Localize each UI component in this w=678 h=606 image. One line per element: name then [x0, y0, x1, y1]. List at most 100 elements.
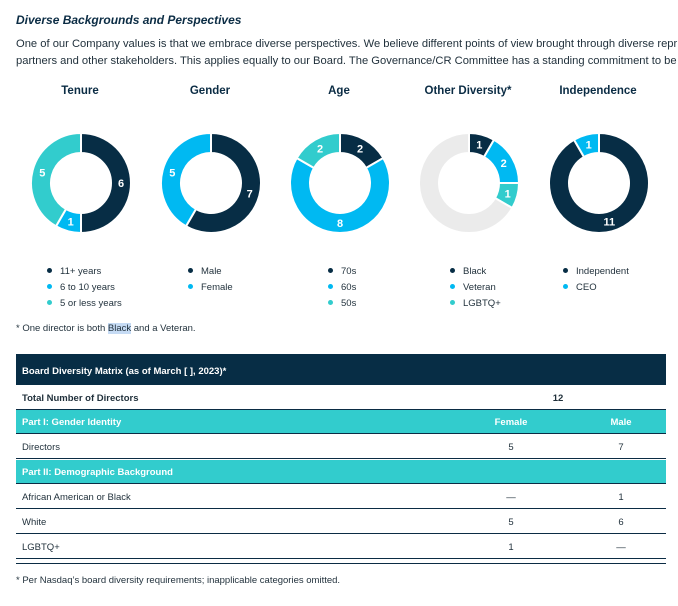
legend-item: 5 or less years	[47, 297, 122, 313]
legend-dot-icon	[47, 267, 52, 273]
donut-value-label: 2	[357, 143, 363, 155]
legend-item: Independent	[563, 265, 629, 281]
legend-dot-icon	[188, 267, 193, 273]
legend-dot-icon	[47, 299, 52, 305]
legend-label: CEO	[576, 282, 597, 293]
note-prefix: * One director is both	[16, 323, 108, 334]
donut-value-label: 7	[247, 188, 253, 200]
donut-slice-female	[160, 131, 212, 228]
donut-slice-11-years	[80, 131, 132, 235]
legend-label: Independent	[576, 266, 629, 277]
donut-value-label: 8	[337, 218, 343, 230]
table-bottom-rule	[16, 563, 666, 564]
donut-slice-60s	[289, 156, 391, 234]
donut-value-label: 1	[586, 139, 592, 151]
donut-value-label: 2	[317, 143, 323, 155]
gender-legend: Male Female	[188, 265, 233, 297]
gender-donut-chart: 75	[160, 131, 262, 234]
legend-dot-icon	[563, 267, 568, 273]
legend-dot-icon	[188, 283, 193, 289]
part1-label: Part I: Gender Identity	[22, 417, 122, 428]
section-heading: Diverse Backgrounds and Perspectives	[16, 13, 242, 27]
legend-label: Black	[463, 266, 487, 277]
intro-line-1: One of our Company values is that we emb…	[16, 38, 678, 50]
donut-slice-5-or-less-years	[30, 131, 82, 228]
row-female: —	[506, 492, 516, 503]
directors-male: 7	[618, 442, 624, 453]
legend-dot-icon	[47, 283, 52, 289]
legend-item: Male	[188, 265, 233, 281]
row-male: —	[616, 542, 626, 553]
table-row: African American or Black — 1	[16, 485, 666, 509]
directors-female: 5	[508, 442, 514, 453]
legend-item: 70s	[328, 265, 356, 281]
legend-dot-icon	[328, 299, 333, 305]
donut-slice-independent	[548, 131, 650, 234]
female-column-header: Female	[494, 417, 528, 428]
row-label: African American or Black	[22, 492, 131, 503]
part2-label: Part II: Demographic Background	[22, 467, 173, 478]
intro-text: One of our Company values is that we emb…	[16, 36, 678, 70]
legend-dot-icon	[328, 267, 333, 273]
row-label: LGBTQ+	[22, 542, 60, 553]
legend-item: 11+ years	[47, 265, 122, 281]
donut-slice-male	[184, 131, 262, 234]
tenure-donut-chart: 6 1 5	[30, 131, 132, 235]
legend-label: 50s	[341, 298, 357, 309]
donut-value-label: 6	[118, 178, 124, 190]
legend-label: 70s	[341, 266, 357, 277]
row-female: 1	[508, 542, 514, 553]
donut-value-label: 2	[501, 158, 507, 170]
legend-label: 11+ years	[60, 266, 102, 277]
donut-slice-ceo	[572, 131, 600, 159]
legend-dot-icon	[563, 283, 568, 289]
donut-value-label: 5	[169, 168, 175, 180]
legend-label: Female	[201, 282, 233, 293]
donut-value-label: 1	[476, 139, 482, 151]
total-directors-row: Total Number of Directors 12	[16, 386, 666, 410]
legend-item: 50s	[328, 297, 356, 313]
legend-item: 60s	[328, 281, 356, 297]
donut-slice-50s	[295, 131, 341, 170]
legend-dot-icon	[450, 299, 455, 305]
tenure-legend: 11+ years 6 to 10 years 5 or less years	[47, 265, 122, 313]
note-suffix: and a Veteran.	[131, 323, 196, 334]
age-donut-chart: 2 8 2	[289, 131, 391, 234]
legend-item: Black	[450, 265, 501, 281]
donut-slice-remainder	[418, 131, 514, 234]
chart-title-tenure: Tenure	[61, 85, 99, 97]
legend-item: LGBTQ+	[450, 297, 501, 313]
legend-dot-icon	[328, 283, 333, 289]
donut-value-label: 1	[505, 188, 511, 200]
table-row: White 5 6	[16, 510, 666, 534]
independence-donut-chart: 111	[548, 131, 650, 234]
part1-header-row: Part I: Gender Identity Female Male	[16, 410, 666, 434]
matrix-title: Board Diversity Matrix (as of March [ ],…	[22, 366, 227, 377]
part2-header-row: Part II: Demographic Background	[16, 460, 666, 484]
legend-label: Veteran	[463, 282, 496, 293]
chart-title-age: Age	[328, 85, 350, 97]
total-label: Total Number of Directors	[22, 393, 139, 404]
legend-label: 60s	[341, 282, 357, 293]
row-male: 6	[618, 517, 624, 528]
legend-dot-icon	[450, 283, 455, 289]
note-highlight: Black	[107, 323, 132, 334]
directors-row: Directors 5 7	[16, 435, 666, 459]
male-column-header: Male	[610, 417, 632, 428]
donut-value-label: 5	[39, 168, 45, 180]
other-diversity-donut-chart: 1 2 1	[418, 131, 521, 234]
legend-item: CEO	[563, 281, 629, 297]
row-label: White	[22, 517, 47, 528]
legend-item: 6 to 10 years	[47, 281, 122, 297]
legend-item: Female	[188, 281, 233, 297]
chart-title-independence: Independence	[559, 85, 637, 97]
legend-label: 6 to 10 years	[60, 282, 115, 293]
donut-value-label: 1	[68, 217, 74, 229]
directors-label: Directors	[22, 442, 61, 453]
matrix-footnote: * Per Nasdaq’s board diversity requireme…	[16, 575, 341, 586]
independence-legend: Independent CEO	[563, 265, 629, 297]
row-female: 5	[508, 517, 514, 528]
legend-label: Male	[201, 266, 222, 277]
legend-item: Veteran	[450, 281, 501, 297]
intro-line-2: partners and other stakeholders. This ap…	[16, 55, 677, 67]
